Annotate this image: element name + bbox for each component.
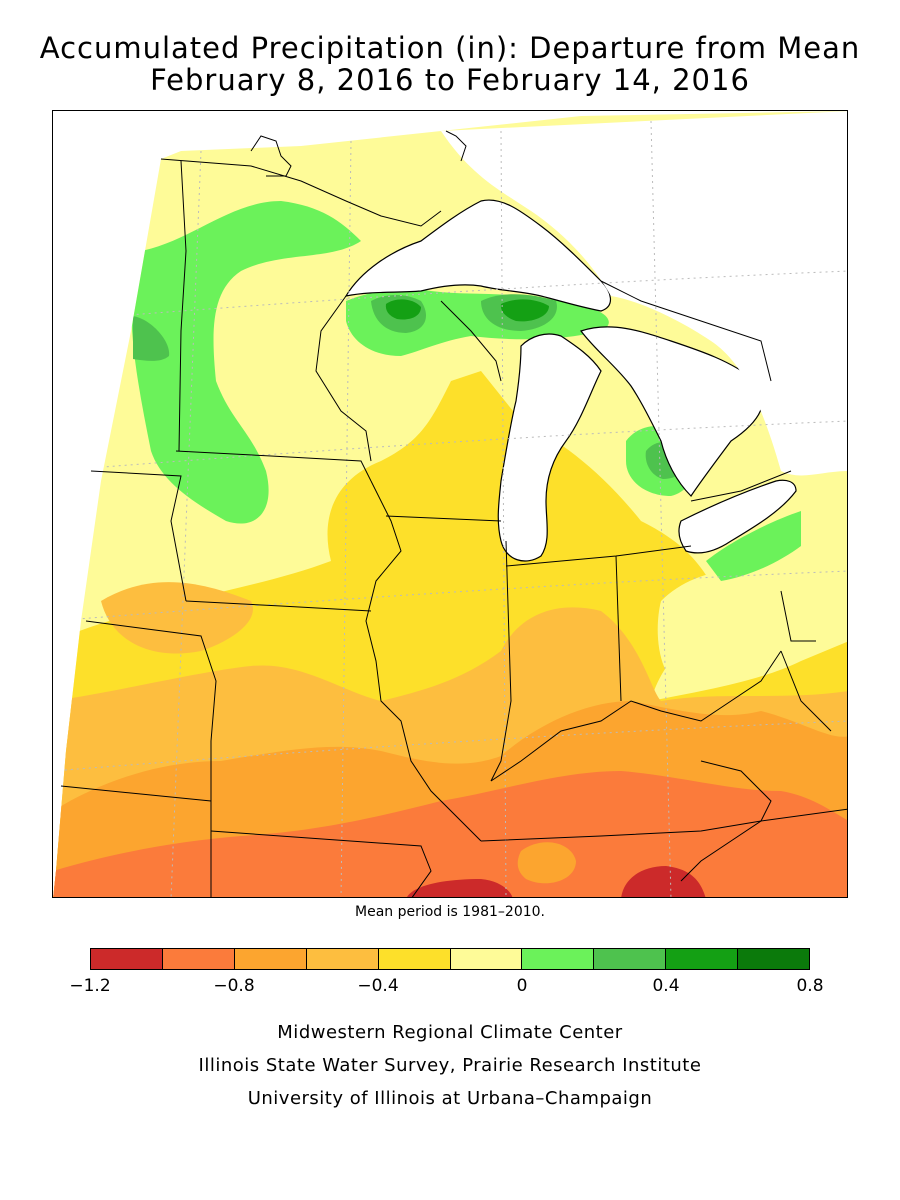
map-title-line1: Accumulated Precipitation (in): Departur… — [39, 31, 861, 65]
legend-tick-label: 0 — [516, 976, 528, 996]
fill-red-pocket-tn — [406, 879, 513, 897]
border-sd-ne — [90, 470, 187, 602]
legend-tick-label: −1.2 — [69, 976, 111, 996]
graticule — [53, 120, 847, 897]
border-ia-mo — [185, 600, 372, 612]
border-canada — [160, 158, 442, 227]
border-wi-il — [385, 515, 502, 522]
legend-swatch — [306, 949, 379, 969]
border-ia-il-river — [365, 480, 482, 842]
border-in-oh — [615, 555, 622, 702]
credit-line: Illinois State Water Survey, Prairie Res… — [198, 1055, 702, 1076]
legend-swatch — [522, 949, 595, 969]
border-il-in — [490, 540, 512, 782]
border-ky-tn — [480, 808, 847, 842]
legend-swatch — [738, 949, 810, 969]
border-mn-wi — [315, 295, 372, 462]
border-pa-oh — [780, 590, 816, 642]
border-wv-oh — [780, 650, 832, 732]
legend-swatch — [234, 949, 307, 969]
border-mi-in-oh — [505, 545, 692, 567]
great-lakes — [344, 111, 847, 562]
lake-erie — [678, 479, 797, 554]
canada-coastline — [250, 130, 792, 502]
fill-orange-pocket-south — [517, 842, 576, 884]
border-nd-mn — [178, 160, 187, 452]
fill-mid-green-nw — [133, 316, 170, 361]
fill-dark-green-superior — [385, 299, 421, 320]
lake-huron — [580, 326, 764, 497]
border-wi-mi-up — [440, 300, 502, 382]
border-ky-va — [680, 760, 772, 882]
border-mn-ia — [175, 450, 372, 482]
legend-swatch — [666, 949, 739, 969]
legend-tick-label: 0.8 — [796, 976, 824, 996]
fill-dark-green-up — [500, 299, 549, 322]
legend-tick-label: 0.4 — [652, 976, 680, 996]
state-boundaries — [60, 158, 847, 897]
legend-tick-label: −0.8 — [213, 976, 255, 996]
legend-tick-label: −0.4 — [357, 976, 399, 996]
credit-line: Midwestern Regional Climate Center — [277, 1022, 623, 1043]
fill-light-yellow-ohio — [657, 570, 798, 678]
mean-period-note: Mean period is 1981–2010. — [355, 904, 545, 920]
legend-colorbar — [90, 948, 810, 970]
precipitation-departure-map — [53, 111, 847, 897]
fill-green-lake-erie-east — [706, 511, 801, 581]
legend-swatch — [450, 949, 523, 969]
legend-swatch — [162, 949, 235, 969]
lake-michigan — [497, 333, 602, 562]
border-ks-ok — [60, 785, 212, 802]
credit-line: University of Illinois at Urbana–Champai… — [247, 1088, 653, 1109]
fill-red-pocket-ky — [621, 866, 706, 897]
legend-swatch — [594, 949, 667, 969]
legend-swatch — [378, 949, 451, 969]
legend-swatch — [91, 949, 163, 969]
border-ohio-river — [490, 650, 782, 782]
map-frame — [52, 110, 848, 898]
map-title-line2: February 8, 2016 to February 14, 2016 — [150, 63, 750, 97]
border-ne-ks — [85, 620, 217, 801]
border-mo-ar — [210, 830, 432, 897]
canada-white-area — [441, 111, 847, 476]
fill-light-orange-west — [101, 582, 253, 654]
legend-tick-labels: −1.2 −0.8 −0.4 0 0.4 0.8 — [0, 976, 900, 1000]
fill-dark-orange-band — [53, 771, 847, 897]
fill-green-mn-west — [131, 201, 361, 524]
